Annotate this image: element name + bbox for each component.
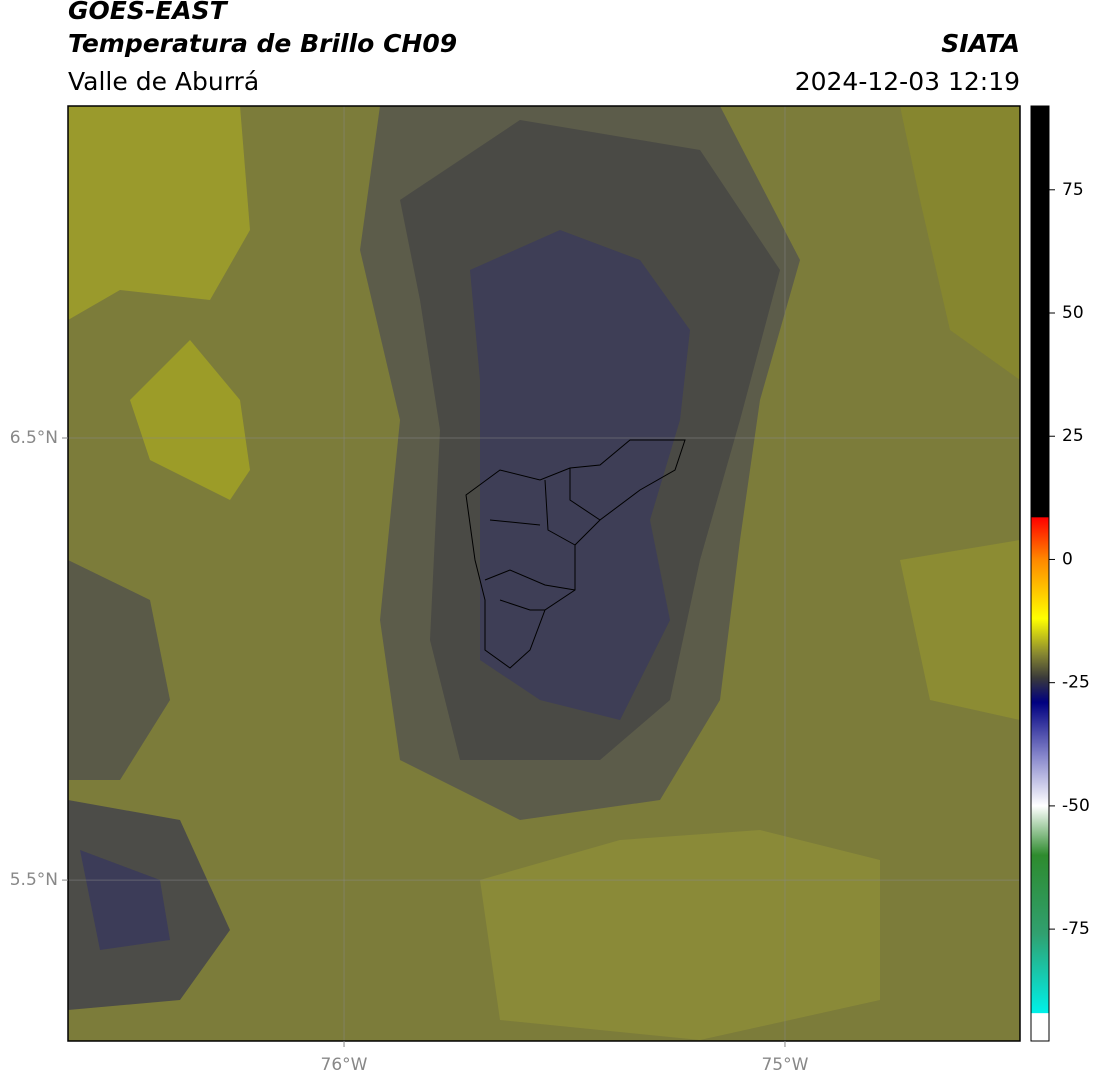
timestamp: 2024-12-03 12:19 (795, 67, 1020, 96)
colorbar-tick-label: 0 (1062, 549, 1073, 569)
region: Valle de Aburrá (68, 67, 259, 96)
source: SIATA (941, 29, 1020, 58)
colorbar-tick-label: -50 (1062, 796, 1090, 816)
colorbar-tick-label: -75 (1062, 919, 1090, 939)
colorbar-tick-label: -25 (1062, 673, 1090, 693)
colorbar (1030, 105, 1050, 1042)
title: GOES-EAST (68, 0, 229, 25)
y-tick-label: 6.5°N (10, 428, 58, 448)
colorbar-tick-label: 25 (1062, 426, 1084, 446)
map-field (68, 106, 1020, 1041)
subtitle: Temperatura de Brillo CH09 (68, 29, 457, 58)
x-tick-label: 75°W (761, 1055, 808, 1075)
y-tick-label: 5.5°N (10, 870, 58, 890)
colorbar-tick-label: 50 (1062, 303, 1084, 323)
x-tick-label: 76°W (321, 1055, 368, 1075)
colorbar-tick-label: 75 (1062, 180, 1084, 200)
map-frame (67, 105, 1021, 1042)
